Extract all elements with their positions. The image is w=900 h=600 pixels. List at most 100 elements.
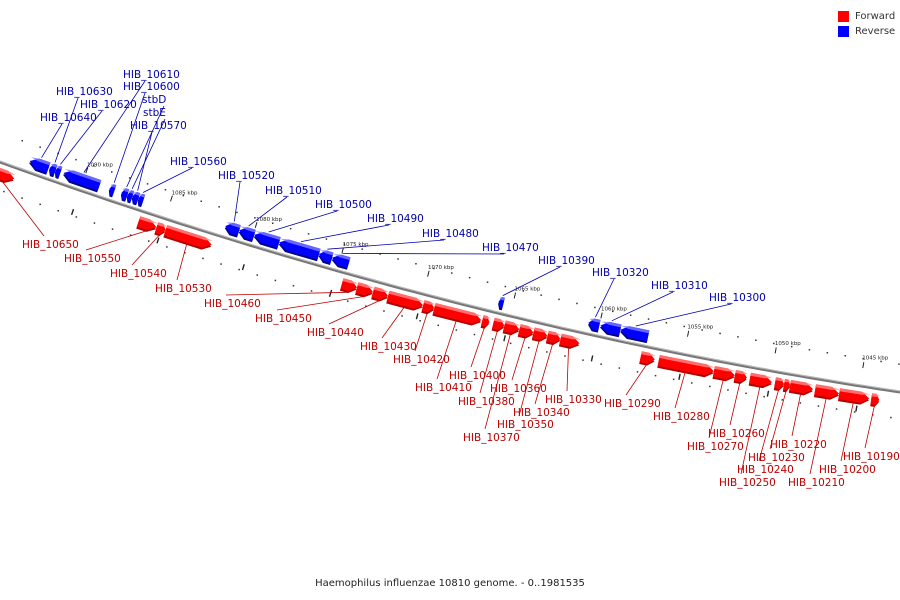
gene-label-hib-10430[interactable]: HIB_10430 [360,341,417,353]
leader-line [381,307,405,339]
gene-label-hib-10620[interactable]: HIB_10620 [80,99,137,111]
gene-label-hib-10400[interactable]: HIB_10400 [449,370,506,382]
gene-label-hib-10470[interactable]: HIB_10470 [482,242,539,254]
gene-hib-10630[interactable] [49,163,58,178]
gene-hib-10250[interactable] [748,372,773,389]
gene-label-hib-10190[interactable]: HIB_10190 [843,451,900,463]
gene-hib-10560[interactable] [137,193,146,208]
gene-label-hib-10390[interactable]: HIB_10390 [538,255,595,267]
gene-label-hib-10480[interactable]: HIB_10480 [422,228,479,240]
gene-label-hib-10310[interactable]: HIB_10310 [651,280,708,292]
gene-hib-10490[interactable] [278,238,321,262]
gene-hib-10470[interactable] [331,253,351,270]
gene-hib-10600[interactable] [108,184,117,198]
gene-hib-10500[interactable] [253,231,281,250]
gene-hib-10220[interactable] [788,380,814,396]
gene-highlight [601,321,622,328]
gene-hib-10480[interactable] [318,250,334,265]
gene-hib-10390[interactable] [498,297,505,311]
gene-hib-10350[interactable] [531,327,549,342]
gene-hib-10230[interactable] [782,378,791,393]
gene-label-hib-10240[interactable]: HIB_10240 [737,464,794,476]
gene-label-hib-10380[interactable]: HIB_10380 [458,396,515,408]
gene-label-hib-10530[interactable]: HIB_10530 [155,283,212,295]
gene-label-hib-10270[interactable]: HIB_10270 [687,441,744,453]
gene-label-hib-10250[interactable]: HIB_10250 [719,477,776,489]
gene-label-hib-10220[interactable]: HIB_10220 [770,439,827,451]
gene-hib-10650[interactable] [0,167,16,183]
guide-dot [540,294,542,296]
gene-label-hib-10290[interactable]: HIB_10290 [604,398,661,410]
gene-hib-10460[interactable] [340,278,359,293]
gene-label-hib-10600[interactable]: HIB_10600 [123,81,180,93]
gene-hib-10380[interactable] [491,317,506,332]
gene-label-hib-10550[interactable]: HIB_10550 [64,253,121,265]
gene-hib-10450[interactable] [355,282,375,298]
gene-label-hib-10640[interactable]: HIB_10640 [40,112,97,124]
gene-label-hib-10460[interactable]: HIB_10460 [204,298,261,310]
gene-hib-10420[interactable] [421,300,436,315]
gene-hib-10520[interactable] [224,222,241,238]
gene-label-hib-10300[interactable]: HIB_10300 [709,292,766,304]
gene-hib-10240[interactable] [773,377,785,391]
gene-hib-10430[interactable] [386,290,425,311]
gene-label-hib-10570[interactable]: HIB_10570 [130,120,187,132]
gene-hib-10260[interactable] [733,370,748,384]
gene-label-hib-10230[interactable]: HIB_10230 [748,452,805,464]
gene-label-hib-10260[interactable]: HIB_10260 [708,428,765,440]
gene-label-stbe[interactable]: stbE [143,107,166,119]
gene-label-hib-10330[interactable]: HIB_10330 [545,394,602,406]
gene-label-hib-10630[interactable]: HIB_10630 [56,86,113,98]
gene-hib-10530[interactable] [163,225,213,250]
gene-label-hib-10210[interactable]: HIB_10210 [788,477,845,489]
gene-hib-10550[interactable] [136,216,158,232]
gene-label-stbd[interactable]: stbD [142,94,166,106]
gene-hib-10610[interactable] [63,169,102,193]
gene-hib-10410[interactable] [432,303,483,326]
gene-labels[interactable]: HIB_10640HIB_10630HIB_10620HIB_10610HIB_… [22,69,900,489]
gene-hib-10360[interactable] [517,324,535,339]
gene-label-hib-10490[interactable]: HIB_10490 [367,213,424,225]
gene-hib-10320[interactable] [588,318,601,333]
gene-stbe[interactable] [126,190,135,204]
gene-stbd[interactable] [120,188,130,202]
gene-label-hib-10520[interactable]: HIB_10520 [218,170,275,182]
gene-hib-10210[interactable] [813,384,840,400]
gene-label-hib-10420[interactable]: HIB_10420 [393,354,450,366]
gene-hib-10290[interactable] [639,351,656,366]
gene-label-hib-10410[interactable]: HIB_10410 [415,382,472,394]
gene-hib-10440[interactable] [371,286,390,302]
gene-label-hib-10560[interactable]: HIB_10560 [170,156,227,168]
gene-label-hib-10360[interactable]: HIB_10360 [490,383,547,395]
gene-hib-10270[interactable] [712,366,736,382]
gene-hib-10540[interactable] [154,222,167,237]
gene-label-hib-10450[interactable]: HIB_10450 [255,313,312,325]
gene-label-hib-10200[interactable]: HIB_10200 [819,464,876,476]
gene-label-hib-10500[interactable]: HIB_10500 [315,199,372,211]
gene-hib-10190[interactable] [870,393,880,407]
gene-hib-10280[interactable] [657,355,715,378]
gene-label-hib-10610[interactable]: HIB_10610 [123,69,180,81]
gene-label-hib-10350[interactable]: HIB_10350 [497,419,554,431]
gene-hib-10370[interactable] [502,320,521,336]
gene-hib-10300[interactable] [619,325,650,344]
gene-label-hib-10540[interactable]: HIB_10540 [110,268,167,280]
gene-label-hib-10510[interactable]: HIB_10510 [265,185,322,197]
gene-hib-10340[interactable] [545,330,562,346]
gene-hib-10640[interactable] [29,157,51,175]
gene-hib-10570[interactable] [131,192,141,206]
gene-label-hib-10440[interactable]: HIB_10440 [307,327,364,339]
gene-hib-10620[interactable] [55,165,63,179]
gene-hib-10510[interactable] [238,226,256,243]
gene-label-hib-10280[interactable]: HIB_10280 [653,411,710,423]
gene-features[interactable] [0,157,880,407]
gene-hib-10330[interactable] [558,333,581,349]
gene-label-hib-10320[interactable]: HIB_10320 [592,267,649,279]
gene-hib-10400[interactable] [480,315,491,329]
gene-label-hib-10370[interactable]: HIB_10370 [463,432,520,444]
scale-tick-mark-lower [855,405,858,412]
gene-label-hib-10650[interactable]: HIB_10650 [22,239,79,251]
gene-label-hib-10340[interactable]: HIB_10340 [513,407,570,419]
gene-hib-10310[interactable] [599,321,622,338]
gene-hib-10200[interactable] [838,388,870,405]
